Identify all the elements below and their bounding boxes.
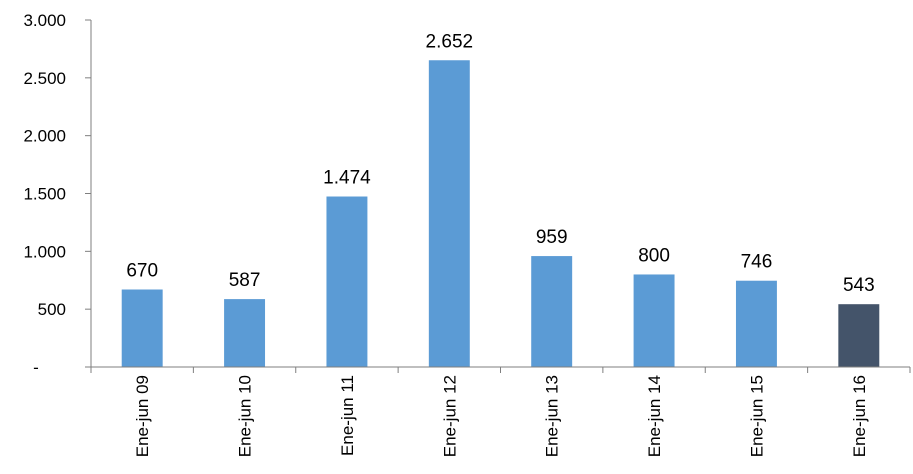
bars [121, 60, 880, 367]
x-tick-label: Ene-jun 12 [440, 375, 459, 457]
data-label: 670 [126, 261, 158, 282]
data-label: 746 [741, 252, 773, 273]
data-label: 543 [843, 275, 875, 296]
x-tick-label: Ene-jun 09 [133, 375, 152, 457]
y-tick-label: 500 [38, 300, 66, 319]
bar [224, 299, 266, 367]
bar [838, 304, 880, 367]
x-tick-label: Ene-jun 15 [747, 375, 766, 457]
data-label: 587 [229, 270, 261, 291]
bar [633, 274, 675, 367]
x-tick-label: Ene-jun 13 [543, 375, 562, 457]
data-label: 800 [638, 245, 670, 266]
y-tick-label: - [33, 358, 39, 377]
x-tick-label: Ene-jun 11 [338, 375, 357, 456]
y-tick-label: 2.500 [23, 69, 66, 88]
bar [531, 256, 573, 367]
y-tick-label: 2.000 [23, 127, 66, 146]
bar [428, 60, 470, 367]
y-tick-label: 1.500 [23, 185, 66, 204]
data-label: 959 [536, 227, 568, 248]
data-label: 1.474 [323, 168, 371, 189]
y-axis: - 500 1.000 1.500 2.000 2.500 3.000 [23, 11, 92, 377]
x-tick-label: Ene-jun 14 [645, 375, 664, 457]
data-labels: 670 587 1.474 2.652 959 800 746 543 [126, 31, 874, 296]
bar [326, 196, 368, 367]
x-tick-label: Ene-jun 16 [850, 375, 869, 457]
y-tick-label: 1.000 [23, 242, 66, 261]
x-axis: Ene-jun 09 Ene-jun 10 Ene-jun 11 Ene-jun 12… [90, 366, 911, 457]
x-tick-label: Ene-jun 10 [236, 375, 255, 457]
bar [735, 280, 777, 367]
y-tick-label: 3.000 [23, 11, 66, 30]
data-label: 2.652 [426, 31, 474, 52]
bar [121, 289, 163, 367]
